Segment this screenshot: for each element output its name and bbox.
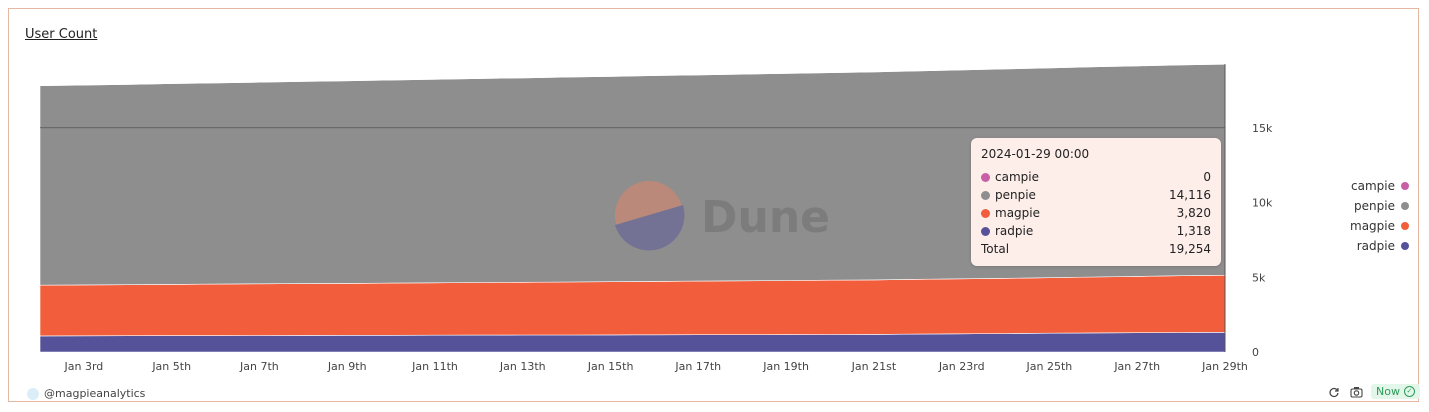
y-tick-label: 10k bbox=[1252, 197, 1273, 210]
tooltip-row-magpie: magpie 3,820 bbox=[981, 204, 1211, 222]
y-axis: 0 5k 10k 15k bbox=[1252, 122, 1273, 359]
x-tick-label: Jan 3rd bbox=[64, 360, 104, 373]
hover-layer bbox=[40, 64, 1226, 352]
tooltip-total-row: Total 19,254 bbox=[981, 240, 1211, 258]
magpie-color-dot bbox=[981, 208, 990, 218]
x-tick-label: Jan 11th bbox=[411, 360, 458, 373]
tooltip-row-penpie: penpie 14,116 bbox=[981, 186, 1211, 204]
radpie-color-dot bbox=[981, 226, 990, 236]
radpie-legend-dot bbox=[1401, 242, 1409, 250]
area-chart: Dune Jan 3rd Jan 5th Jan 7th Jan 9th Jan 11t… bbox=[39, 63, 1273, 373]
status-badge-label: Now bbox=[1376, 385, 1400, 398]
dune-logo-lower-half bbox=[615, 205, 685, 251]
penpie-color-dot bbox=[981, 190, 990, 200]
chart-legend: campie penpie magpie radpie bbox=[1309, 176, 1409, 256]
legend-item-radpie[interactable]: radpie bbox=[1309, 236, 1409, 256]
x-tick-label: Jan 13th bbox=[499, 360, 546, 373]
tooltip-series-value: 0 bbox=[1203, 170, 1211, 184]
status-badge: Now ✓ bbox=[1371, 384, 1420, 399]
x-tick-label: Jan 27th bbox=[1113, 360, 1160, 373]
tooltip-total-label: Total bbox=[981, 242, 1010, 256]
x-tick-label: Jan 19th bbox=[762, 360, 809, 373]
legend-label: campie bbox=[1351, 179, 1395, 193]
author-name: @magpieanalytics bbox=[44, 387, 146, 400]
magpie-legend-dot bbox=[1401, 222, 1409, 230]
legend-item-magpie[interactable]: magpie bbox=[1309, 216, 1409, 236]
camera-icon[interactable] bbox=[1349, 385, 1363, 399]
tooltip-series-name: penpie bbox=[995, 188, 1036, 202]
dune-watermark: Dune bbox=[615, 181, 830, 251]
areas-layer bbox=[39, 63, 1226, 353]
tooltip-series-name: campie bbox=[995, 170, 1039, 184]
tooltip-series-value: 3,820 bbox=[1176, 206, 1211, 220]
chart-card: User Count Dune Jan 3rd Jan 5th Jan 7th Jan… bbox=[8, 8, 1420, 402]
x-tick-label: Jan 7th bbox=[239, 360, 279, 373]
x-tick-label: Jan 15th bbox=[587, 360, 634, 373]
tooltip-series-name: magpie bbox=[995, 206, 1040, 220]
x-tick-label: Jan 21st bbox=[851, 360, 897, 373]
penpie-legend-dot bbox=[1401, 202, 1409, 210]
watermark-text: Dune bbox=[701, 192, 830, 243]
tooltip-title: 2024-01-29 00:00 bbox=[981, 147, 1090, 161]
tooltip-series-value: 1,318 bbox=[1176, 224, 1211, 238]
x-tick-label: Jan 17th bbox=[674, 360, 721, 373]
refresh-icon[interactable] bbox=[1327, 385, 1341, 399]
tooltip-row-campie: campie 0 bbox=[981, 168, 1211, 186]
x-tick-label: Jan 29th bbox=[1201, 360, 1248, 373]
footer-actions: Now ✓ bbox=[1327, 384, 1420, 399]
check-circle-icon: ✓ bbox=[1403, 386, 1415, 397]
hover-tooltip: 2024-01-29 00:00 campie 0 penpie 14,116 … bbox=[971, 138, 1221, 266]
tooltip-total-value: 19,254 bbox=[1169, 242, 1211, 256]
chart-title[interactable]: User Count bbox=[25, 27, 98, 42]
legend-label: penpie bbox=[1354, 199, 1395, 213]
legend-item-penpie[interactable]: penpie bbox=[1309, 196, 1409, 216]
tooltip-series-name: radpie bbox=[995, 224, 1034, 238]
y-tick-label: 15k bbox=[1252, 122, 1273, 135]
campie-color-dot bbox=[981, 172, 990, 182]
legend-item-campie[interactable]: campie bbox=[1309, 176, 1409, 196]
x-tick-label: Jan 25th bbox=[1026, 360, 1073, 373]
x-tick-label: Jan 23rd bbox=[938, 360, 985, 373]
x-tick-label: Jan 5th bbox=[151, 360, 191, 373]
tooltip-series-value: 14,116 bbox=[1169, 188, 1211, 202]
legend-label: magpie bbox=[1350, 219, 1395, 233]
legend-label: radpie bbox=[1356, 239, 1395, 253]
avatar bbox=[27, 387, 39, 400]
tooltip-row-radpie: radpie 1,318 bbox=[981, 222, 1211, 240]
x-axis: Jan 3rd Jan 5th Jan 7th Jan 9th Jan 11th Jan … bbox=[64, 360, 1248, 373]
y-tick-label: 0 bbox=[1252, 346, 1259, 359]
y-tick-label: 5k bbox=[1252, 271, 1266, 284]
author-link[interactable]: @magpieanalytics bbox=[27, 387, 145, 400]
x-tick-label: Jan 9th bbox=[327, 360, 367, 373]
campie-legend-dot bbox=[1401, 182, 1409, 190]
